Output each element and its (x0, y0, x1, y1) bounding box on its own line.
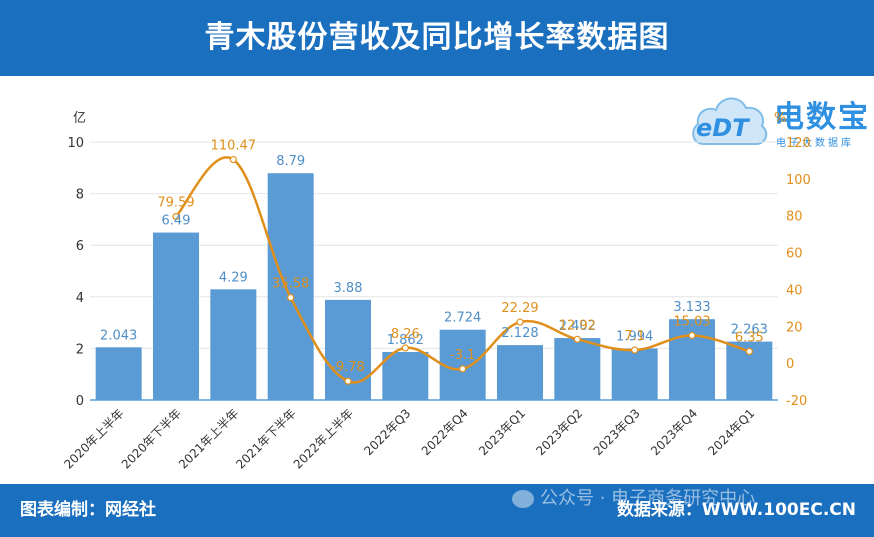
header-bar (0, 0, 874, 76)
x-tick-label: 2020年上半年 (61, 406, 126, 471)
line-value-label: 22.29 (501, 301, 538, 316)
y2-tick-label: 0 (786, 357, 794, 372)
line-point (287, 293, 295, 302)
y2-tick-label: -20 (786, 394, 807, 409)
line-point (631, 346, 639, 354)
y-tick-label: 4 (76, 291, 84, 306)
line-point (401, 344, 409, 352)
bar-value-label: 3.133 (673, 300, 710, 315)
bar (669, 319, 715, 400)
watermark: 公众号 · 电子商务研究中心 (512, 484, 755, 514)
line-value-label: -9.78 (331, 360, 365, 375)
line-value-label: 6.35 (735, 330, 764, 345)
y-tick-label: 0 (76, 394, 84, 409)
x-tick-label: 2023年Q1 (476, 406, 528, 458)
bar-value-label: 2.128 (501, 326, 538, 341)
bar-value-label: 1.994 (616, 330, 653, 345)
y-tick-label: 6 (76, 239, 84, 254)
line-point (745, 347, 753, 356)
footer-credit: 图表编制：网经社 (20, 500, 156, 520)
growth-line (172, 155, 753, 385)
line-point (688, 331, 696, 340)
logo-sub: 电子大数据库 (776, 138, 854, 149)
line-point (229, 155, 237, 164)
y2-tick-label: 40 (786, 283, 803, 298)
bar (153, 232, 199, 400)
bar (210, 289, 257, 400)
bar-value-label: 6.49 (162, 214, 191, 229)
line-value-label: 8.26 (391, 327, 420, 342)
bar (497, 345, 543, 400)
x-tick-label: 2023年Q3 (591, 406, 643, 458)
combo-chart: 0 2 4 6 8 10 -20 0 20 40 60 80 100 120 亿 % 2020年上半年2020年… (61, 111, 811, 472)
bar-value-label: 8.79 (276, 154, 305, 169)
x-tick-label: 2023年Q4 (648, 406, 700, 458)
footer-source: 数据来源：WWW.100EC.CN (616, 500, 856, 520)
line-value-label: 110.47 (211, 139, 257, 154)
line-point (516, 318, 524, 326)
data-labels: 2.043 6.49 4.29 8.79 3.88 1.862 2.724 2.128 2.40… (100, 139, 768, 376)
grid-lines (90, 141, 778, 349)
bar-value-label: 2.402 (559, 319, 596, 334)
bar (611, 348, 658, 400)
x-tick-label: 2020年下半年 (119, 406, 184, 471)
line-value-label: 15.03 (673, 314, 710, 329)
logo-en: eDT (696, 114, 749, 142)
bar-value-label: 1.862 (387, 333, 424, 348)
y-tick-label: 2 (76, 342, 84, 357)
x-tick-label: 2021年下半年 (233, 406, 298, 471)
line-value-label: 12.92 (559, 318, 596, 333)
x-tick-label: 2022年Q4 (419, 406, 471, 458)
y2-tick-label: 100 (786, 173, 811, 188)
y-axis-unit: 亿 (73, 111, 86, 126)
bar-value-label: 2.263 (731, 323, 768, 338)
bar (267, 173, 314, 400)
line-point (344, 377, 352, 385)
bar-value-label: 4.29 (219, 270, 248, 285)
logo-cn: 电数宝 (774, 100, 870, 135)
x-tick-label: 2024年Q1 (705, 406, 757, 458)
cloud-icon (692, 97, 768, 145)
footer-bar: 图表编制：网经社 数据来源：WWW.100EC.CN (0, 484, 874, 537)
line-value-label: 79.59 (157, 195, 194, 210)
bar-value-label: 3.88 (334, 281, 363, 296)
wechat-icon (512, 490, 534, 508)
bar-value-label: 2.724 (444, 311, 481, 326)
y-tick-label: 8 (76, 188, 84, 203)
line-value-label: -3.1 (450, 348, 475, 363)
bar (325, 299, 371, 400)
brand-logo: eDT 电数宝 电子大数据库 (690, 84, 870, 156)
line-point (459, 365, 467, 373)
line-point (172, 212, 180, 221)
y2-tick-label: 20 (786, 320, 803, 335)
x-tick-label: 2023年Q2 (533, 406, 585, 458)
y2-tick-label: 60 (786, 247, 803, 262)
x-tick-label: 2022年Q3 (361, 406, 413, 458)
line-point (573, 335, 581, 343)
bar (95, 347, 142, 400)
bar-value-label: 2.043 (100, 328, 137, 343)
y2-tick-label: 80 (786, 210, 803, 225)
x-tick-label: 2021年上半年 (176, 406, 241, 471)
x-tick-label: 2022年上半年 (291, 406, 356, 471)
bar (554, 338, 601, 400)
chart-title: 青木股份营收及同比增长率数据图 (204, 20, 670, 55)
y2-tick-label: 120 (786, 136, 811, 151)
watermark-text: 公众号 · 电子商务研究中心 (540, 488, 756, 509)
line-value-label: 35.58 (272, 277, 309, 292)
bar (439, 329, 486, 400)
y-tick-label: 10 (67, 136, 84, 151)
line-value-label: 7.1 (624, 329, 645, 344)
bar (382, 351, 429, 400)
bars (95, 173, 773, 400)
y2-axis-unit: % (774, 111, 786, 126)
